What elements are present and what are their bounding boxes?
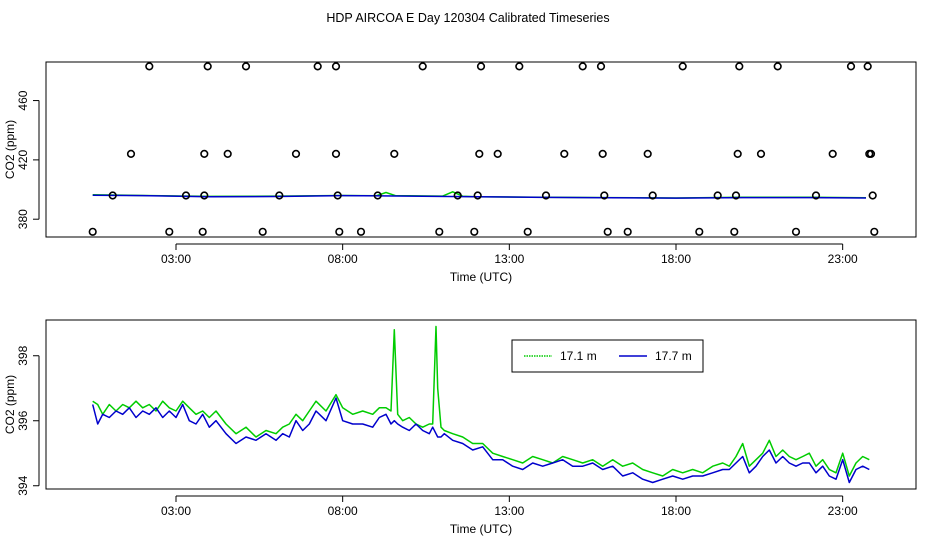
data-point bbox=[598, 149, 607, 158]
data-point bbox=[791, 227, 801, 236]
y-tick-label: 396 bbox=[16, 410, 30, 430]
data-point bbox=[493, 149, 502, 158]
data-point bbox=[453, 191, 462, 200]
data-point bbox=[643, 149, 652, 158]
x-tick-label: 18:00 bbox=[661, 252, 691, 266]
series-line-17-1m bbox=[92, 325, 870, 477]
x-tick-label: 18:00 bbox=[661, 504, 691, 518]
data-point bbox=[356, 227, 366, 236]
data-point bbox=[200, 149, 209, 158]
x-tick-label: 23:00 bbox=[828, 252, 858, 266]
y-tick-label: 394 bbox=[16, 475, 30, 495]
data-point bbox=[145, 62, 154, 71]
top-panel: 03:00 08:00 13:00 18:00 23:00 Time (UTC) 380 42… bbox=[3, 61, 917, 284]
x-tick-label: 23:00 bbox=[828, 504, 858, 518]
data-point bbox=[390, 149, 399, 158]
x-tick-label: 13:00 bbox=[494, 252, 524, 266]
data-point bbox=[756, 149, 766, 158]
data-point bbox=[731, 191, 741, 200]
x-tick-label: 08:00 bbox=[328, 504, 358, 518]
data-point bbox=[313, 62, 322, 71]
data-point bbox=[181, 191, 191, 200]
data-point bbox=[560, 149, 569, 158]
data-point bbox=[863, 62, 872, 71]
data-point bbox=[623, 227, 632, 236]
data-point bbox=[223, 149, 232, 158]
data-point bbox=[523, 227, 532, 236]
data-point bbox=[730, 227, 739, 236]
data-point bbox=[200, 191, 209, 200]
data-point bbox=[473, 191, 482, 200]
data-point bbox=[476, 62, 486, 71]
data-point bbox=[868, 191, 877, 200]
data-point bbox=[373, 191, 382, 200]
y-tick-label: 380 bbox=[16, 209, 30, 229]
y-axis-label: CO2 (ppm) bbox=[3, 120, 17, 179]
bottom-panel: 03:00 08:00 13:00 18:00 23:00 Time (UTC) 394 39… bbox=[3, 319, 917, 536]
legend-box bbox=[511, 339, 704, 373]
data-point bbox=[88, 227, 97, 236]
data-point bbox=[515, 62, 524, 71]
plot-frame bbox=[45, 319, 917, 490]
x-axis-label: Time (UTC) bbox=[450, 522, 512, 536]
data-point bbox=[435, 227, 444, 236]
data-point bbox=[695, 227, 704, 236]
legend: 17.1 m 17.7 m bbox=[511, 339, 704, 373]
data-point bbox=[811, 191, 821, 200]
x-tick-label: 08:00 bbox=[328, 252, 358, 266]
data-point bbox=[475, 149, 484, 158]
series-line-17-7m bbox=[91, 397, 870, 484]
data-point bbox=[828, 149, 837, 158]
data-point bbox=[241, 62, 251, 71]
data-point bbox=[733, 149, 742, 158]
data-point bbox=[198, 227, 207, 236]
data-point bbox=[578, 62, 587, 71]
data-point bbox=[870, 227, 879, 236]
data-point bbox=[331, 62, 341, 71]
data-point bbox=[333, 191, 342, 200]
x-axis-label: Time (UTC) bbox=[450, 270, 512, 284]
data-point bbox=[866, 149, 876, 158]
data-point bbox=[108, 191, 117, 200]
data-point bbox=[126, 149, 136, 158]
y-tick-label: 460 bbox=[16, 90, 30, 110]
data-point bbox=[203, 62, 212, 71]
x-tick-label: 03:00 bbox=[161, 252, 191, 266]
data-point bbox=[648, 191, 657, 200]
data-point bbox=[735, 62, 744, 71]
legend-label-17-1m: 17.1 m bbox=[560, 349, 597, 363]
data-point bbox=[846, 62, 856, 71]
data-point bbox=[335, 227, 344, 236]
y-axis-label: CO2 (ppm) bbox=[3, 375, 17, 434]
data-point bbox=[600, 191, 609, 200]
data-point bbox=[541, 191, 551, 200]
y-tick-label: 398 bbox=[16, 345, 30, 365]
data-point bbox=[331, 149, 341, 158]
data-point bbox=[603, 227, 612, 236]
data-point bbox=[678, 62, 687, 71]
series-line-17-7m bbox=[92, 194, 867, 199]
data-point bbox=[291, 149, 301, 158]
data-point bbox=[596, 62, 606, 71]
plot-frame bbox=[45, 61, 917, 238]
y-tick-label: 420 bbox=[16, 150, 30, 170]
x-tick-label: 03:00 bbox=[161, 504, 191, 518]
x-tick-label: 13:00 bbox=[494, 504, 524, 518]
data-point bbox=[275, 191, 284, 200]
data-point bbox=[713, 191, 722, 200]
data-point bbox=[773, 62, 782, 71]
legend-label-17-7m: 17.7 m bbox=[655, 349, 692, 363]
chart-title: HDP AIRCOA E Day 120304 Calibrated Times… bbox=[326, 11, 609, 25]
data-point bbox=[258, 227, 267, 236]
data-point bbox=[418, 62, 427, 71]
data-point bbox=[165, 227, 174, 236]
data-point bbox=[470, 227, 479, 236]
